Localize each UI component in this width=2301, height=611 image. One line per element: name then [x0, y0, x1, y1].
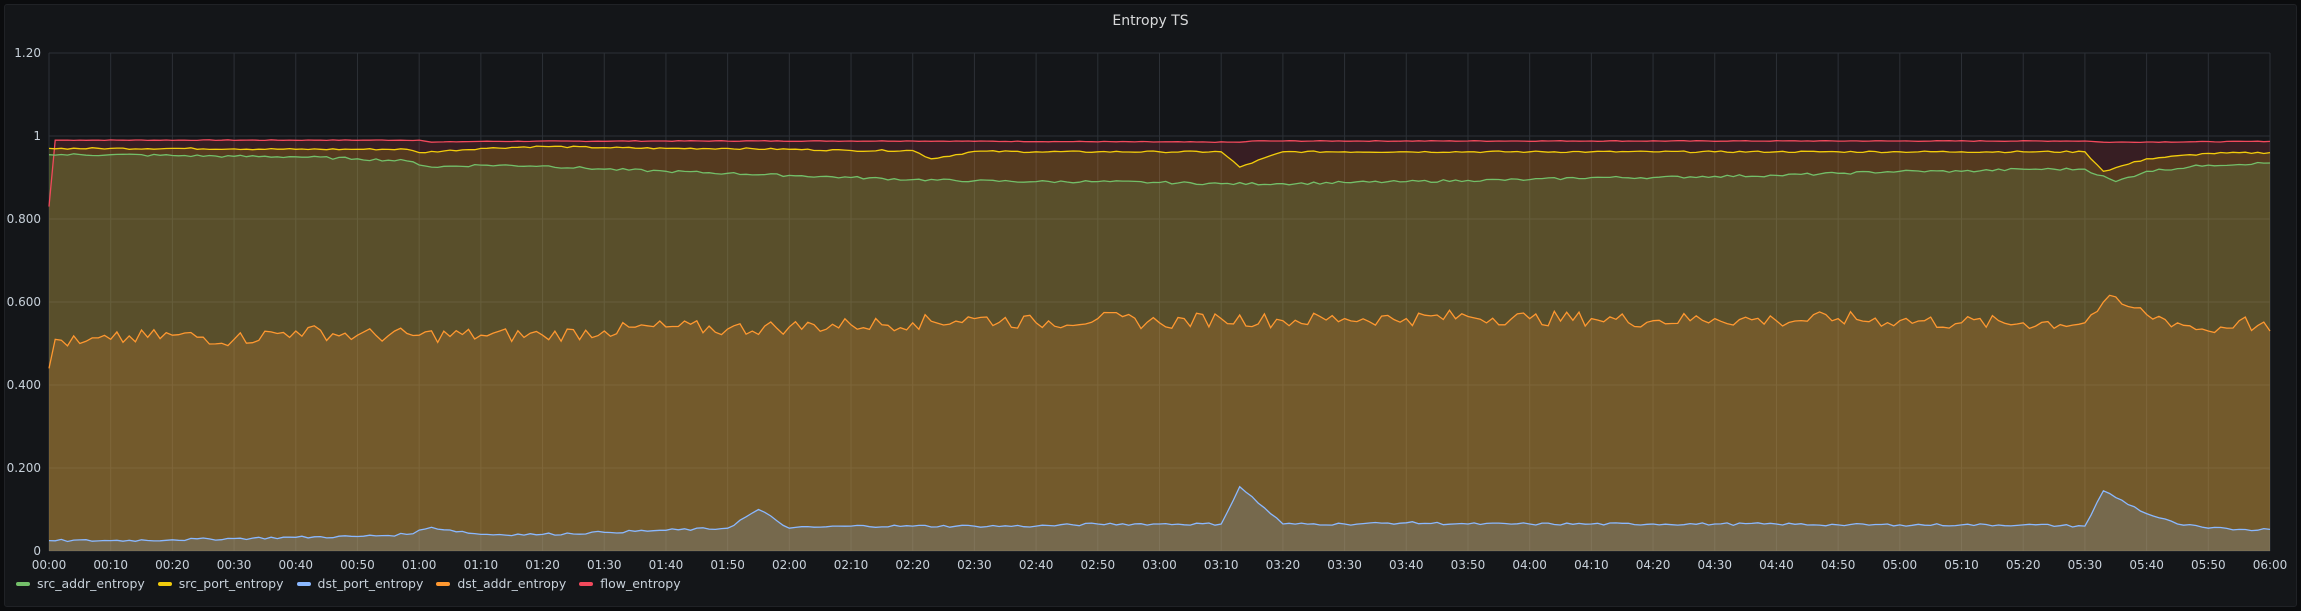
x-tick-label: 02:30: [957, 558, 992, 572]
x-tick-label: 01:30: [587, 558, 622, 572]
legend-item-flow_entropy[interactable]: flow_entropy: [579, 576, 681, 591]
legend-swatch: [157, 581, 172, 586]
x-tick-label: 04:50: [1821, 558, 1856, 572]
x-tick-label: 02:20: [895, 558, 930, 572]
x-tick-label: 02:40: [1019, 558, 1054, 572]
x-tick-label: 04:00: [1512, 558, 1547, 572]
x-tick-label: 01:50: [710, 558, 745, 572]
y-tick-label: 0.600: [7, 295, 41, 309]
legend-swatch: [296, 581, 311, 586]
legend: src_addr_entropy src_port_entropy dst_port…: [16, 576, 681, 591]
x-tick-label: 03:50: [1451, 558, 1486, 572]
x-tick-label: 05:10: [1944, 558, 1979, 572]
x-tick-label: 03:20: [1266, 558, 1301, 572]
legend-item-src_port_entropy[interactable]: src_port_entropy: [157, 576, 284, 591]
x-tick-label: 04:30: [1697, 558, 1732, 572]
x-tick-label: 05:50: [2191, 558, 2226, 572]
series-area-dst_addr_entropy: [49, 295, 2270, 551]
y-tick-label: 0.200: [7, 461, 41, 475]
y-tick-label: 1.20: [14, 46, 41, 60]
y-tick-label: 0.400: [7, 378, 41, 392]
grid: [48, 52, 2271, 552]
series-line-dst_addr_entropy[interactable]: [48, 294, 2271, 369]
x-tick-label: 01:40: [649, 558, 684, 572]
legend-label: dst_addr_entropy: [457, 576, 567, 591]
chart-panel: Entropy TS: [4, 4, 2297, 607]
series-line-src_port_entropy[interactable]: [48, 145, 2271, 173]
series-line-flow_entropy[interactable]: [48, 139, 2271, 207]
legend-label: dst_port_entropy: [317, 576, 424, 591]
x-tick-label: 02:00: [772, 558, 807, 572]
series-line-src_addr_entropy[interactable]: [48, 153, 2271, 186]
legend-swatch: [436, 581, 451, 586]
x-tick-label: 06:00: [2253, 558, 2288, 572]
x-tick-label: 03:40: [1389, 558, 1424, 572]
y-tick-label: 0: [33, 544, 41, 558]
y-axis-ticks: 0 0.200 0.400 0.600 0.800 1 1.20: [7, 46, 41, 558]
x-tick-label: 01:20: [525, 558, 560, 572]
x-tick-label: 05:30: [2068, 558, 2103, 572]
x-tick-label: 03:30: [1327, 558, 1362, 572]
x-tick-label: 00:10: [93, 558, 128, 572]
x-tick-label: 00:40: [278, 558, 313, 572]
legend-swatch: [579, 581, 594, 586]
series-area-dst_port_entropy: [49, 486, 2270, 551]
x-tick-label: 05:00: [1883, 558, 1918, 572]
x-tick-label: 02:50: [1081, 558, 1116, 572]
legend-label: src_addr_entropy: [37, 576, 145, 591]
x-tick-label: 01:00: [402, 558, 437, 572]
legend-swatch: [16, 581, 30, 586]
y-tick-label: 1: [33, 129, 41, 143]
series-area-src_port_entropy: [49, 146, 2270, 551]
x-tick-label: 00:30: [217, 558, 252, 572]
x-tick-label: 00:50: [340, 558, 375, 572]
x-tick-label: 04:40: [1759, 558, 1794, 572]
x-tick-label: 03:10: [1204, 558, 1239, 572]
series-area-flow_entropy: [49, 139, 2270, 552]
legend-label: flow_entropy: [600, 576, 681, 591]
legend-item-dst_addr_entropy[interactable]: dst_addr_entropy: [436, 576, 566, 591]
panel-title[interactable]: Entropy TS: [1112, 13, 1189, 29]
legend-item-dst_port_entropy[interactable]: dst_port_entropy: [296, 576, 424, 591]
x-tick-label: 02:10: [834, 558, 869, 572]
x-axis-ticks: 00:00 00:10 00:20 00:30 00:40 00:50 01:00 01:10…: [32, 558, 2288, 572]
x-tick-label: 03:00: [1142, 558, 1177, 572]
legend-item-src_addr_entropy[interactable]: src_addr_entropy: [16, 576, 145, 591]
x-tick-label: 04:20: [1636, 558, 1671, 572]
x-tick-label: 01:10: [464, 558, 499, 572]
x-tick-label: 00:00: [32, 558, 67, 572]
x-tick-label: 04:10: [1574, 558, 1609, 572]
series-line-dst_port_entropy[interactable]: [48, 485, 2271, 543]
series-lines: [48, 139, 2271, 543]
x-tick-label: 05:40: [2129, 558, 2164, 572]
y-tick-label: 0.800: [7, 212, 41, 226]
series-areas: [49, 139, 2270, 552]
series-area-src_addr_entropy: [49, 153, 2270, 552]
legend-label: src_port_entropy: [178, 576, 284, 591]
x-tick-label: 00:20: [155, 558, 190, 572]
x-tick-label: 05:20: [2006, 558, 2041, 572]
